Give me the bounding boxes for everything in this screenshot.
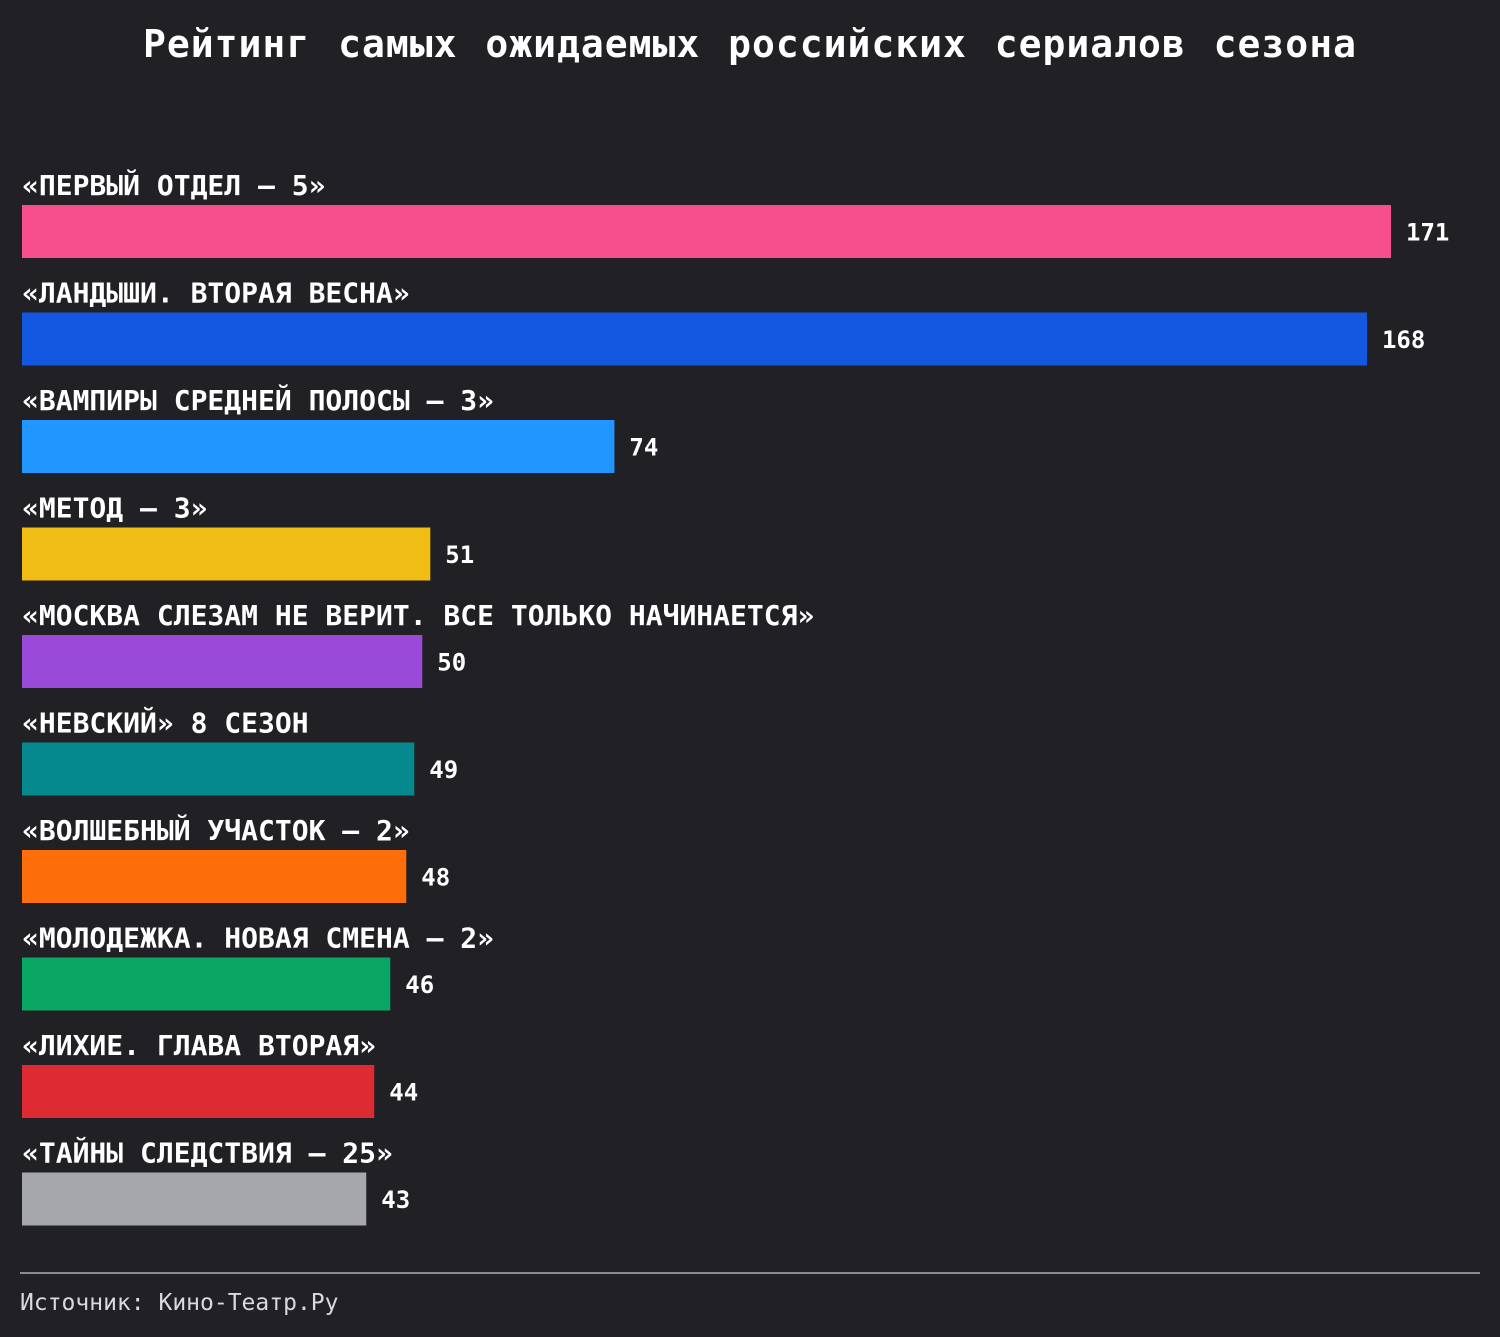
- category-label: «МЕТОД — 3»: [22, 492, 207, 525]
- value-label: 48: [421, 864, 450, 892]
- value-label: 44: [389, 1079, 418, 1107]
- bar: [22, 850, 407, 903]
- bar-chart: «ПЕРВЫЙ ОТДЕЛ — 5» 171 «ЛАНДЫШИ. ВТОРАЯ ВЕ…: [22, 168, 1449, 1226]
- value-label: 49: [429, 756, 458, 784]
- bar: [22, 420, 615, 473]
- value-label: 168: [1382, 326, 1425, 354]
- category-label: «ПЕРВЫЙ ОТДЕЛ — 5»: [22, 168, 325, 202]
- chart-title: Рейтинг самых ожидаемых российских сериа…: [143, 22, 1357, 66]
- bar: [22, 635, 423, 688]
- bar: [22, 957, 391, 1011]
- category-label: «ЛАНДЫШИ. ВТОРАЯ ВЕСНА»: [22, 277, 410, 310]
- category-label: «ВОЛШЕБНЫЙ УЧАСТОК — 2»: [22, 813, 410, 847]
- category-label: «ЛИХИЕ. ГЛАВА ВТОРАЯ»: [22, 1029, 376, 1062]
- bar: [22, 312, 1367, 366]
- value-label: 74: [629, 434, 658, 462]
- category-label: «НЕВСКИЙ» 8 СЕЗОН: [22, 706, 309, 740]
- value-label: 171: [1406, 219, 1449, 247]
- category-label: «МОСКВА СЛЕЗАМ НЕ ВЕРИТ. ВСЕ ТОЛЬКО НАЧИ…: [22, 599, 814, 632]
- category-label: «ВАМПИРЫ СРЕДНЕЙ ПОЛОСЫ — 3»: [22, 383, 494, 417]
- value-label: 50: [437, 649, 466, 677]
- bar: [22, 527, 431, 581]
- bar: [22, 1172, 367, 1226]
- bar: [22, 742, 415, 796]
- source-note: Источник: Кино-Театр.Ру: [20, 1290, 339, 1316]
- bar: [22, 1065, 375, 1118]
- value-label: 51: [445, 541, 474, 569]
- category-label: «МОЛОДЕЖКА. НОВАЯ СМЕНА — 2»: [22, 922, 494, 955]
- value-label: 43: [381, 1186, 410, 1214]
- value-label: 46: [405, 971, 434, 999]
- footer-divider: [20, 1272, 1480, 1274]
- bar: [22, 205, 1391, 258]
- category-label: «ТАЙНЫ СЛЕДСТВИЯ — 25»: [22, 1136, 393, 1170]
